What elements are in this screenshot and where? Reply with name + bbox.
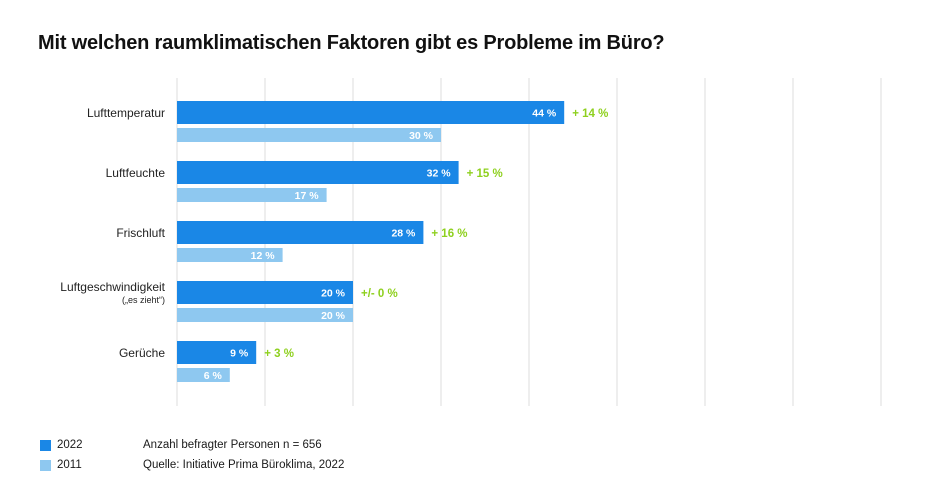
sample-size-note: Anzahl befragter Personen n = 656 xyxy=(143,439,322,451)
bar-2022-value-label: 28 % xyxy=(391,228,416,240)
legend-row-2011: 2011 Quelle: Initiative Prima Büroklima,… xyxy=(40,456,344,474)
bar-2022 xyxy=(177,101,565,124)
legend-label-2011: 2011 xyxy=(57,459,82,471)
legend: 2022 Anzahl befragter Personen n = 656 2… xyxy=(40,436,344,476)
bar-2022 xyxy=(177,281,353,304)
bar-2022 xyxy=(177,221,424,244)
bar-2022 xyxy=(177,341,257,364)
delta-label: + 14 % xyxy=(572,108,608,120)
legend-label-2022: 2022 xyxy=(57,439,83,451)
bar-2022-value-label: 20 % xyxy=(321,288,346,300)
legend-swatch-2011 xyxy=(40,459,51,471)
bar-2022-value-label: 32 % xyxy=(427,168,452,180)
bar-2011 xyxy=(177,248,283,262)
bar-2011-value-label: 6 % xyxy=(204,370,223,382)
source-note: Quelle: Initiative Prima Büroklima, 2022 xyxy=(143,459,345,471)
bar-2022 xyxy=(177,161,459,184)
delta-label: + 15 % xyxy=(467,168,503,180)
bar-2011 xyxy=(177,308,353,322)
bar-chart: Lufttemperatur 44 % + 14 % 30 % Luftfeuchte 3… xyxy=(60,78,882,406)
bar-2011 xyxy=(177,188,327,202)
bar-2022-value-label: 44 % xyxy=(532,108,557,120)
bar-2011 xyxy=(177,368,230,382)
delta-label: + 3 % xyxy=(264,348,294,360)
bar-2011-value-label: 20 % xyxy=(321,310,346,322)
category-label: Luftgeschwindigkeit xyxy=(60,280,165,294)
category-label: Lufttemperatur xyxy=(87,106,165,120)
bar-2011-value-label: 30 % xyxy=(409,130,434,142)
bar-2011-value-label: 12 % xyxy=(251,250,276,262)
bar-2022-value-label: 9 % xyxy=(230,348,249,360)
bar-2011-value-label: 17 % xyxy=(295,190,320,202)
category-sublabel: („es zieht“) xyxy=(122,295,165,305)
category-label: Gerüche xyxy=(119,346,165,360)
legend-swatch-2022 xyxy=(40,439,51,451)
category-label: Luftfeuchte xyxy=(106,166,166,180)
legend-row-2022: 2022 Anzahl befragter Personen n = 656 xyxy=(40,436,344,454)
delta-label: + 16 % xyxy=(431,228,467,240)
delta-label: +/- 0 % xyxy=(361,288,398,300)
bar-2011 xyxy=(177,128,441,142)
chart-title: Mit welchen raumklimatischen Faktoren gi… xyxy=(38,32,665,54)
category-label: Frischluft xyxy=(116,226,165,240)
